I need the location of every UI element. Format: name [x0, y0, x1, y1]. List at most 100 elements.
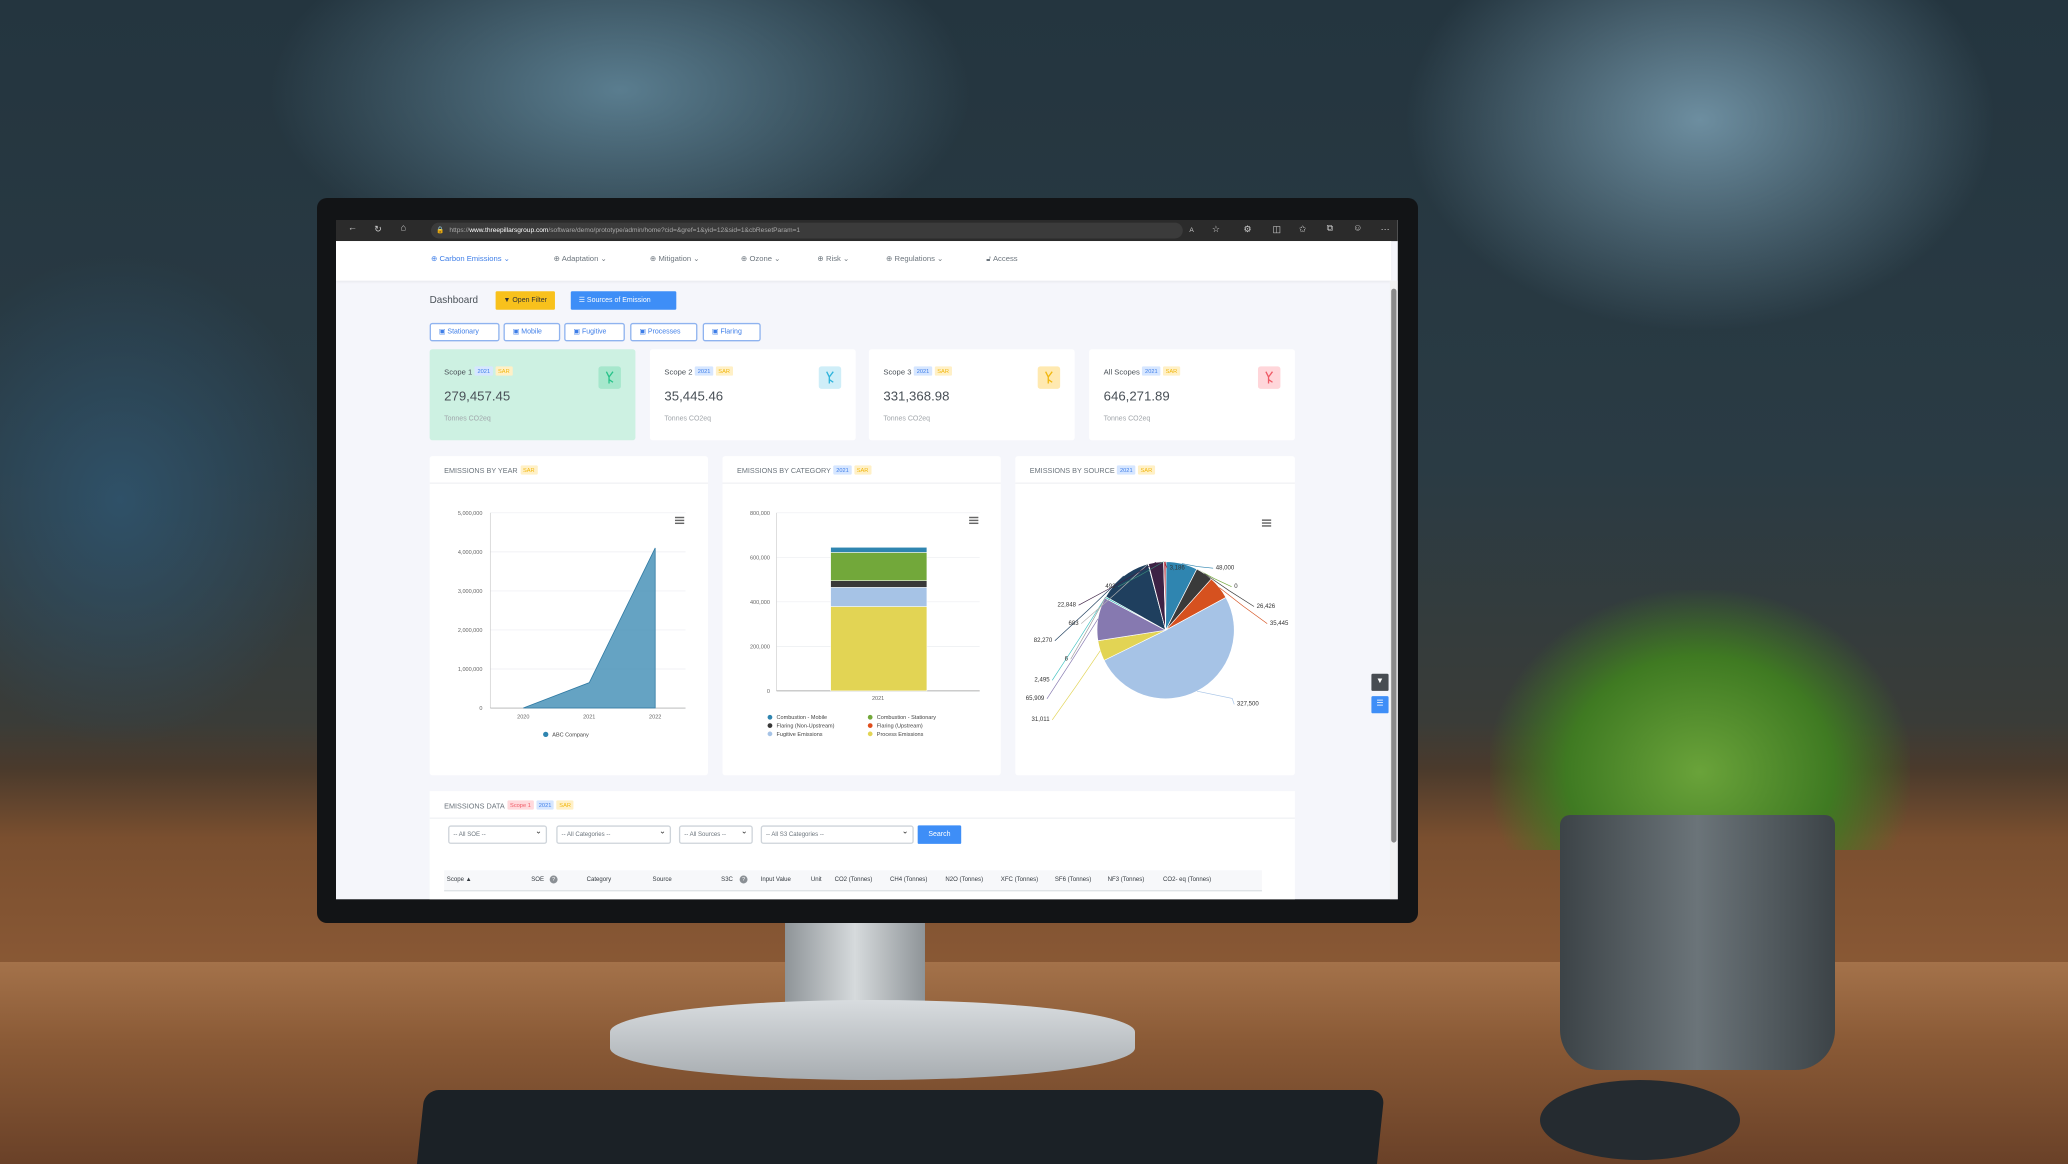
read-aloud-icon[interactable]: A [1189, 226, 1194, 235]
more-icon[interactable]: ⋯ [1380, 225, 1390, 235]
nav-regulations[interactable]: ⊕ Regulations ⌄ [886, 256, 943, 264]
y-tick-label: 0 [479, 706, 482, 712]
soe-select[interactable]: -- All SOE -- [448, 824, 548, 844]
column-header[interactable]: CO2- eq (Tonnes) [1163, 875, 1212, 883]
monitor-stand [785, 923, 925, 1008]
back-icon[interactable]: ← [347, 223, 358, 234]
help-icon[interactable]: ? [739, 874, 748, 883]
pie-label-connector [1051, 597, 1106, 681]
scope-card[interactable]: Scope 1 2021 SAR 279,457.45 Tonnes CO2eq [429, 349, 636, 441]
nav-ozone[interactable]: ⊕ Ozone ⌄ [741, 256, 781, 264]
search-button[interactable]: Search [917, 825, 962, 844]
column-header[interactable]: SOE [531, 875, 545, 883]
emissions-by-source-panel: EMISSIONS BY SOURCE 2021 SAR 48,000 0 26,426… [1015, 456, 1295, 776]
chart-menu-icon[interactable] [674, 516, 685, 525]
tab-label: Mobile [521, 328, 542, 337]
chart-menu-icon[interactable] [969, 516, 979, 525]
column-header[interactable]: XFC (Tonnes) [1000, 875, 1039, 883]
help-icon[interactable]: ? [549, 874, 558, 883]
column-header[interactable]: CO2 (Tonnes) [834, 875, 873, 883]
monitor-base [610, 1000, 1135, 1080]
emissions-by-year-chart: 0 1,000,000 2,000,000 3,000,000 4,000,000 5,0… [458, 511, 686, 738]
legend-marker [767, 714, 773, 720]
scope-card[interactable]: All Scopes 2021 SAR 646,271.89 Tonnes CO2e… [1089, 349, 1295, 441]
split-screen-icon[interactable]: ◫ [1272, 225, 1282, 235]
pie-data-label: 26,426 [1257, 604, 1276, 610]
emission-branch-icon [598, 366, 621, 389]
nav-risk[interactable]: ⊕ Risk ⌄ [817, 256, 849, 264]
tab-flaring[interactable]: ▣ Flaring [702, 322, 761, 342]
legend-label: ABC Company [552, 732, 589, 738]
pie-data-label: 82,270 [1034, 638, 1053, 644]
nav-label: Carbon Emissions ⌄ [439, 255, 511, 264]
column-header[interactable]: SF6 (Tonnes) [1054, 875, 1092, 883]
column-header[interactable]: CH4 (Tonnes) [889, 875, 928, 883]
pie-label-connector [1197, 690, 1235, 705]
nav-label: Access [992, 255, 1018, 264]
globe-icon: ⊕ [740, 255, 750, 264]
extensions-icon[interactable]: ⚙ [1243, 225, 1252, 235]
scrollbar-thumb[interactable] [1391, 288, 1397, 843]
nav-carbon-emissions[interactable]: ⊕ Carbon Emissions ⌄ [431, 256, 510, 264]
button-label: Sources of Emission [586, 296, 651, 305]
lock-icon: 🔒 [436, 226, 445, 235]
currency-badge: SAR [1162, 366, 1180, 376]
address-bar[interactable]: 🔒 https://www.threepillarsgroup.com/softw… [430, 222, 1183, 239]
column-header[interactable]: Unit [810, 875, 822, 883]
list-float-button[interactable]: ☰ [1371, 696, 1389, 714]
tab-fugitive[interactable]: ▣ Fugitive [564, 322, 625, 342]
pie-data-label: 0 [1234, 584, 1238, 590]
tab-processes[interactable]: ▣ Processes [630, 322, 698, 342]
legend-label: Fugitive Emissions [777, 732, 823, 738]
category-select[interactable]: -- All Categories -- [556, 824, 672, 844]
legend-label: Combustion - Mobile [777, 715, 828, 721]
list-icon: ☰ [1376, 700, 1384, 709]
currency-badge: SAR [854, 465, 872, 475]
card-value: 331,368.98 [883, 390, 950, 405]
emission-branch-icon [1257, 366, 1281, 389]
page-scrollbar[interactable] [1389, 280, 1398, 900]
pie-data-label: 492 [1105, 584, 1116, 590]
keyboard [415, 1090, 1385, 1164]
column-header[interactable]: Input Value [760, 875, 791, 883]
column-header[interactable]: N2O (Tonnes) [945, 875, 984, 883]
nav-mitigation[interactable]: ⊕ Mitigation ⌄ [650, 256, 700, 264]
column-header[interactable]: S3C [721, 875, 733, 883]
column-header[interactable]: Source [652, 875, 672, 883]
pie-data-label: 327,500 [1237, 702, 1259, 708]
favorites-icon[interactable]: ✩ [1298, 225, 1307, 235]
scope-card[interactable]: Scope 2 2021 SAR 35,445.46 Tonnes CO2eq [649, 349, 856, 441]
tab-mobile[interactable]: ▣ Mobile [503, 322, 561, 342]
tab-stationary[interactable]: ▣ Stationary [429, 322, 500, 342]
pie-data-label: 6 [1065, 657, 1069, 663]
card-unit: Tonnes CO2eq [444, 415, 491, 424]
nav-label: Mitigation ⌄ [658, 255, 700, 264]
open-filter-button[interactable]: ▼ Open Filter [495, 291, 555, 310]
page-title: Dashboard [429, 293, 479, 306]
home-icon[interactable]: ⌂ [400, 223, 407, 234]
column-header[interactable]: Category [586, 875, 612, 883]
pie-label-connector [1118, 561, 1164, 587]
source-select[interactable]: -- All Sources -- [678, 824, 753, 844]
y-tick-label: 4,000,000 [458, 550, 483, 556]
tab-label: Stationary [447, 328, 479, 337]
reload-icon[interactable]: ↻ [374, 225, 383, 235]
url-prefix: https:// [449, 226, 470, 235]
sources-of-emission-button[interactable]: ☰ Sources of Emission [570, 291, 677, 310]
s3-category-select[interactable]: -- All S3 Categories -- [760, 824, 914, 844]
nav-adaptation[interactable]: ⊕ Adaptation ⌄ [554, 256, 607, 264]
scope-card[interactable]: Scope 3 2021 SAR 331,368.98 Tonnes CO2eq [868, 349, 1075, 441]
pie-data-label: 31,011 [1032, 717, 1051, 723]
filter-float-button[interactable]: ▼ [1371, 673, 1389, 691]
column-header[interactable]: NF3 (Tonnes) [1107, 875, 1145, 883]
chart-menu-icon[interactable] [1261, 519, 1272, 527]
favorite-icon[interactable]: ☆ [1211, 225, 1221, 235]
list-icon: ☰ [578, 296, 587, 305]
nav-access[interactable]: 🔓︎ Access [986, 256, 1017, 265]
lock-icon: 🔓︎ [986, 255, 993, 264]
collections-icon[interactable]: ⧉ [1326, 223, 1334, 234]
column-header[interactable]: Scope ▲ [446, 875, 472, 883]
bar-segment [830, 547, 928, 553]
profile-icon[interactable]: ☺ [1352, 223, 1363, 234]
tab-label: Flaring [720, 328, 742, 337]
